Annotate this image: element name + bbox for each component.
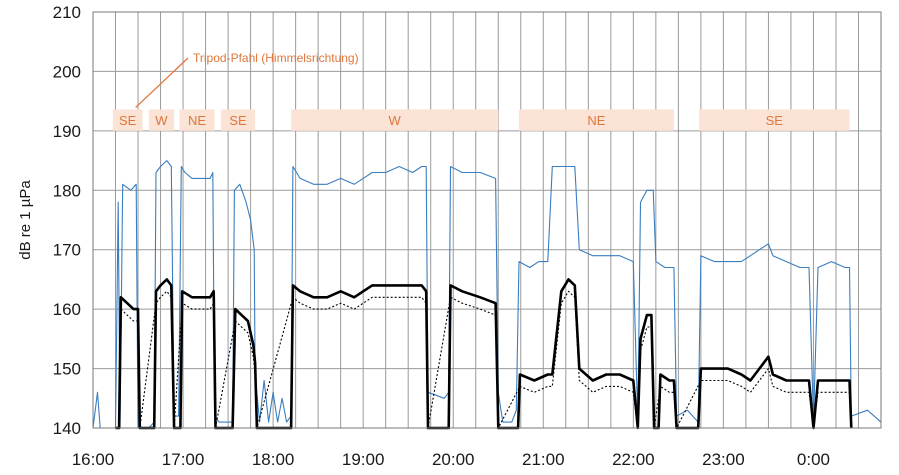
orientation-band-box bbox=[220, 109, 256, 131]
x-tick-label: 20:00 bbox=[432, 450, 475, 469]
orientation-band-box bbox=[112, 109, 143, 131]
orientation-band: SE bbox=[699, 109, 850, 131]
orientation-band-label: SE bbox=[766, 113, 784, 128]
orientation-band-box bbox=[699, 109, 850, 131]
orientation-band-box bbox=[148, 109, 175, 131]
y-tick-label: 200 bbox=[53, 62, 81, 81]
orientation-band: W bbox=[291, 109, 499, 131]
series-line-mean bbox=[115, 278, 853, 430]
y-tick-label: 210 bbox=[53, 3, 81, 22]
x-tick-label: 23:00 bbox=[702, 450, 745, 469]
series-layer bbox=[92, 160, 882, 430]
orientation-band: W bbox=[148, 109, 175, 131]
orientation-band-label: W bbox=[155, 113, 168, 128]
x-tick-labels: 16:00 17:00 18:00 19:00 20:00 21:00 22:00 23:00… bbox=[72, 450, 830, 469]
orientation-band-box bbox=[179, 109, 215, 131]
annotation-group: Tripod-Pfahl (Himmelsrichtung) bbox=[135, 51, 359, 108]
orientation-band-box bbox=[291, 109, 499, 131]
orientation-band-label: SE bbox=[229, 113, 247, 128]
annotation-label: Tripod-Pfahl (Himmelsrichtung) bbox=[193, 51, 359, 65]
orientation-band-label: W bbox=[389, 113, 402, 128]
orientation-band: NE bbox=[179, 109, 215, 131]
x-tick-label: 17:00 bbox=[162, 450, 205, 469]
plot-frame bbox=[92, 11, 882, 429]
x-tick-label: 21:00 bbox=[522, 450, 565, 469]
series-line-upper bbox=[92, 160, 882, 429]
y-tick-label: 170 bbox=[53, 241, 81, 260]
orientation-band: NE bbox=[518, 109, 674, 131]
x-tick-label: 0:00 bbox=[797, 450, 830, 469]
orientation-band-label: NE bbox=[188, 113, 206, 128]
y-tick-label: 180 bbox=[53, 181, 81, 200]
orientation-band: SE bbox=[220, 109, 256, 131]
y-tick-labels: 140 150 160 170 180 190 200 210 bbox=[53, 3, 81, 438]
orientation-band-label: NE bbox=[587, 113, 605, 128]
x-tick-label: 16:00 bbox=[72, 450, 115, 469]
orientation-bands: SE W NE SE W NE SE bbox=[112, 109, 850, 131]
annotation-leader-line bbox=[135, 57, 189, 108]
y-tick-label: 140 bbox=[53, 419, 81, 438]
x-tick-label: 19:00 bbox=[342, 450, 385, 469]
orientation-band: SE bbox=[112, 109, 143, 131]
y-tick-label: 160 bbox=[53, 300, 81, 319]
y-tick-label: 190 bbox=[53, 122, 81, 141]
x-tick-label: 18:00 bbox=[252, 450, 295, 469]
orientation-band-label: SE bbox=[119, 113, 137, 128]
y-axis-title: dB re 1 µPa bbox=[17, 180, 34, 260]
x-tick-label: 22:00 bbox=[612, 450, 655, 469]
y-tick-label: 150 bbox=[53, 360, 81, 379]
orientation-band-box bbox=[518, 109, 674, 131]
